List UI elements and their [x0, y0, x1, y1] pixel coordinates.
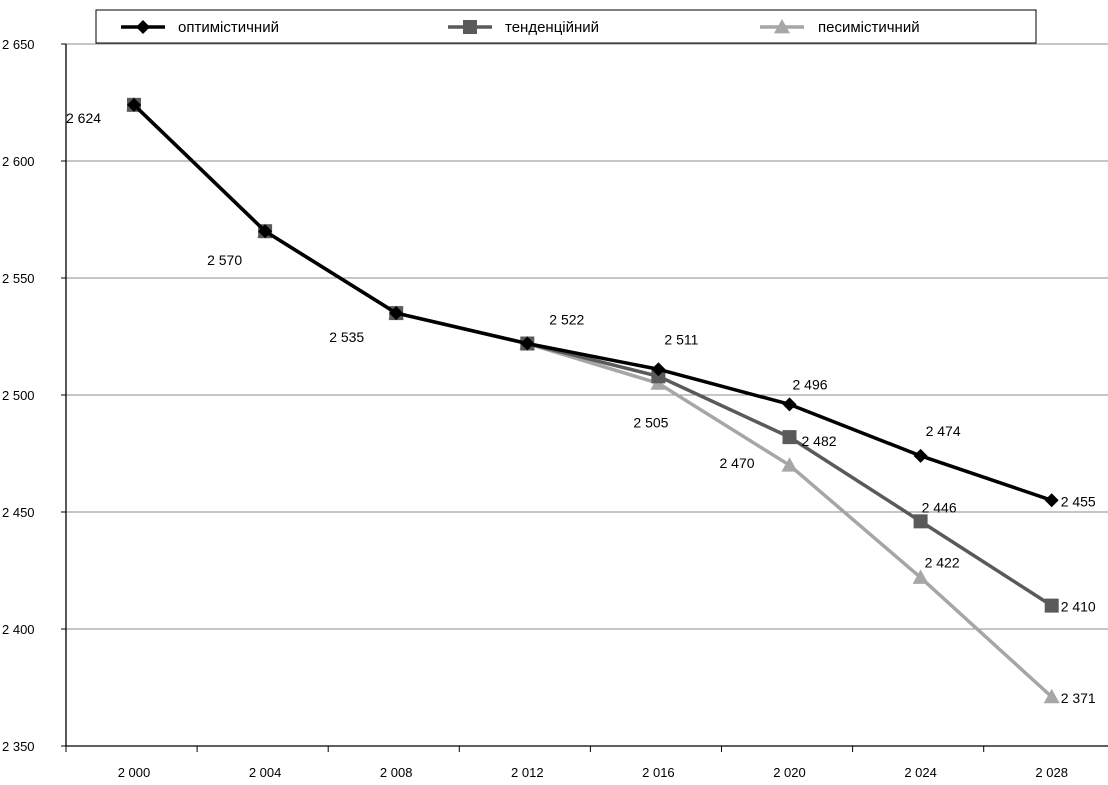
x-tick-label: 2 020	[773, 765, 806, 780]
x-tick-label: 2 012	[511, 765, 544, 780]
data-label: 2 371	[1061, 690, 1096, 706]
data-point	[651, 369, 666, 384]
x-tick-label: 2 024	[904, 765, 937, 780]
data-point	[1044, 493, 1059, 508]
data-point	[782, 397, 797, 412]
legend-label: оптимістичний	[178, 19, 279, 36]
legend-box	[95, 9, 1037, 44]
y-tick-label: 2 500	[2, 388, 35, 403]
legend-marker	[463, 20, 477, 34]
legend-entry: оптимістичний	[121, 19, 279, 36]
legend-label: песимістичний	[818, 19, 920, 36]
y-tick-label: 2 350	[2, 739, 35, 754]
x-tick-label: 2 028	[1035, 765, 1068, 780]
data-series	[126, 96, 1060, 704]
y-tick-label: 2 550	[2, 271, 35, 286]
data-point	[389, 306, 404, 321]
data-point	[782, 430, 797, 445]
data-point	[258, 224, 273, 239]
legend-label: тенденційний	[505, 19, 599, 36]
data-label: 2 446	[922, 499, 957, 515]
data-labels: 2 624 2 570 2 535 2 522 2 511 2 505 2 496 2 482…	[66, 110, 1096, 706]
series-line	[132, 103, 1053, 502]
data-point	[913, 514, 928, 529]
y-tick-label: 2 650	[2, 37, 35, 52]
data-label: 2 535	[329, 329, 364, 345]
data-label: 2 624	[66, 110, 101, 126]
legend-marker	[136, 20, 150, 34]
x-tick-label: 2 000	[118, 765, 151, 780]
x-tick-label: 2 016	[642, 765, 675, 780]
data-label: 2 496	[793, 376, 828, 392]
data-label: 2 422	[925, 555, 960, 571]
data-label: 2 474	[926, 423, 961, 439]
data-label: 2 455	[1061, 493, 1096, 509]
legend-entry: песимістичний	[760, 19, 920, 36]
x-tick-label: 2 008	[380, 765, 413, 780]
x-tick-label: 2 004	[249, 765, 282, 780]
data-point	[913, 448, 928, 463]
data-point	[127, 97, 141, 112]
data-point	[1043, 688, 1060, 704]
x-axis-tick-labels: 2 000 2 004 2 008 2 012 2 016 2 020 2 024 2 028	[118, 765, 1068, 780]
data-point	[912, 569, 929, 584]
y-tick-label: 2 600	[2, 154, 35, 169]
legend-entry: тенденційний	[448, 19, 599, 36]
legend-marker	[774, 19, 790, 34]
data-label: 2 570	[207, 252, 242, 268]
data-label: 2 410	[1061, 599, 1096, 615]
axes	[61, 43, 1108, 752]
data-point	[781, 457, 798, 472]
gridlines	[66, 43, 1108, 630]
data-point	[520, 336, 535, 351]
legend: оптимістичний тенденційний песимістичний	[95, 9, 1037, 44]
data-point	[651, 362, 666, 377]
data-label: 2 482	[802, 433, 837, 449]
data-label: 2 505	[633, 414, 668, 430]
data-label: 2 470	[720, 455, 755, 471]
data-point	[1044, 598, 1059, 613]
y-axis-tick-labels: 2 350 2 400 2 450 2 500 2 550 2 600 2 650	[2, 37, 35, 754]
data-label: 2 511	[664, 331, 698, 347]
y-tick-label: 2 450	[2, 505, 35, 520]
data-label: 2 522	[549, 312, 584, 328]
y-tick-label: 2 400	[2, 622, 35, 637]
series-diamond	[127, 97, 1059, 508]
